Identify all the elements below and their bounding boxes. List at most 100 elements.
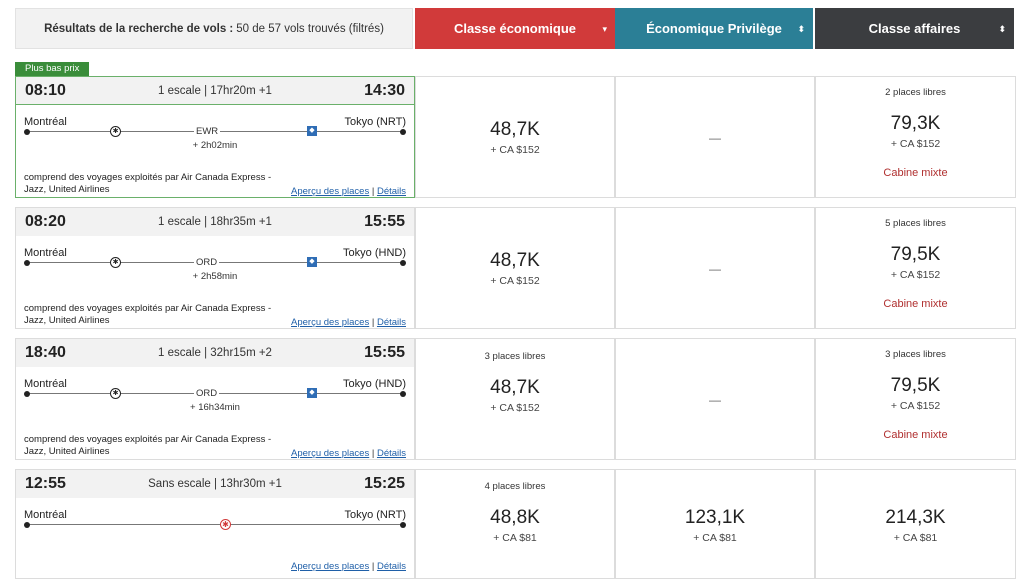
- fare-points: 214,3K: [885, 507, 946, 528]
- operated-by-text: comprend des voyages exploités par Air C…: [24, 172, 272, 195]
- flight-links: Aperçu des places | Détails: [291, 448, 406, 459]
- seat-preview-link[interactable]: Aperçu des places: [291, 561, 370, 572]
- lowest-price-badge: Plus bas prix: [15, 62, 90, 76]
- business-fare-cell[interactable]: 2 places libres 79,3K + CA $152 Cabine m…: [815, 76, 1016, 198]
- layover-duration: + 2h58min: [192, 271, 238, 282]
- premium-economy-fare-cell: —: [615, 76, 815, 198]
- united-airlines-icon: ◆: [307, 257, 317, 267]
- results-header: Résultats de la recherche de vols : 50 d…: [0, 8, 1024, 49]
- business-fare-cell[interactable]: 3 places libres 79,5K + CA $152 Cabine m…: [815, 338, 1016, 460]
- departure-time: 08:10: [25, 82, 66, 99]
- flight-times-bar: 18:40 1 escale | 32hr15m +2 15:55: [16, 339, 414, 367]
- layover-duration: + 16h34min: [190, 402, 240, 413]
- flight-row: 08:10 1 escale | 17hr20m +1 14:30 Montré…: [15, 76, 1016, 198]
- fare-taxes: + CA $81: [493, 532, 537, 544]
- fare-taxes: + CA $152: [490, 402, 540, 414]
- seats-available: 4 places libres: [484, 481, 546, 492]
- link-separator: |: [371, 186, 375, 197]
- seat-preview-link[interactable]: Aperçu des places: [291, 448, 370, 459]
- flight-row: 08:20 1 escale | 18hr35m +1 15:55 Montré…: [15, 207, 1016, 329]
- link-separator: |: [371, 317, 375, 328]
- flight-times-bar: 08:10 1 escale | 17hr20m +1 14:30: [16, 77, 414, 105]
- details-link[interactable]: Détails: [376, 448, 406, 459]
- destination-dot: [400, 522, 406, 528]
- premium-economy-sort-button[interactable]: Économique Privilège ⬍: [615, 8, 813, 49]
- stops-duration: Sans escale | 13hr30m +1: [148, 478, 282, 490]
- economy-fare-cell[interactable]: 3 places libres 48,7K + CA $152: [415, 338, 615, 460]
- economy-class-label: Classe économique: [453, 21, 577, 36]
- stops-duration: 1 escale | 17hr20m +1: [158, 85, 272, 97]
- fare-points: 48,8K: [490, 507, 540, 528]
- arrival-time: 14:30: [364, 82, 405, 99]
- flight-summary[interactable]: 18:40 1 escale | 32hr15m +2 15:55 Montré…: [15, 338, 415, 460]
- united-airlines-icon: ◆: [307, 388, 317, 398]
- air-canada-icon: ✱: [110, 257, 121, 268]
- fare-taxes: + CA $152: [490, 275, 540, 287]
- not-available: —: [709, 131, 721, 145]
- details-link[interactable]: Détails: [376, 561, 406, 572]
- route-timeline: ✱: [24, 518, 406, 532]
- origin-dot: [24, 129, 30, 135]
- seats-available: 5 places libres: [885, 218, 946, 229]
- seat-preview-link[interactable]: Aperçu des places: [291, 186, 370, 197]
- seat-preview-link[interactable]: Aperçu des places: [291, 317, 370, 328]
- flight-summary[interactable]: 08:20 1 escale | 18hr35m +1 15:55 Montré…: [15, 207, 415, 329]
- economy-fare-cell[interactable]: 48,7K + CA $152: [415, 207, 615, 329]
- economy-class-sort-button[interactable]: Classe économique ▾: [415, 8, 615, 49]
- operated-by-text: comprend des voyages exploités par Air C…: [24, 434, 272, 457]
- destination-dot: [400, 129, 406, 135]
- fare-points: 123,1K: [684, 507, 746, 528]
- fare-points: 79,5K: [890, 244, 941, 265]
- fare-points: 48,7K: [490, 250, 540, 271]
- route-timeline: ✱ ORD ◆: [24, 256, 406, 270]
- origin-city: Montréal: [24, 378, 67, 390]
- operated-by-text: comprend des voyages exploités par Air C…: [24, 303, 272, 326]
- route-timeline: ✱ EWR ◆: [24, 125, 406, 139]
- fare-taxes: + CA $152: [890, 269, 941, 281]
- fare-points: 48,7K: [490, 119, 540, 140]
- fare-points: 48,7K: [490, 377, 540, 398]
- arrival-time: 15:55: [364, 344, 405, 361]
- results-summary: Résultats de la recherche de vols : 50 d…: [15, 8, 413, 49]
- departure-time: 08:20: [25, 213, 66, 230]
- connection-airport: ORD: [194, 387, 220, 400]
- seats-available: 2 places libres: [885, 87, 946, 98]
- air-canada-icon: ✱: [110, 388, 121, 399]
- origin-dot: [24, 391, 30, 397]
- premium-economy-fare-cell[interactable]: 123,1K + CA $81: [615, 469, 815, 579]
- arrival-time: 15:55: [364, 213, 405, 230]
- details-link[interactable]: Détails: [376, 186, 406, 197]
- business-fare-cell[interactable]: 214,3K + CA $81: [815, 469, 1016, 579]
- origin-city: Montréal: [24, 116, 67, 128]
- route-line: [27, 524, 403, 525]
- mixed-cabin-label: Cabine mixte: [883, 167, 948, 179]
- not-available: —: [709, 262, 721, 276]
- sort-down-icon: ▾: [602, 23, 607, 34]
- origin-city: Montréal: [24, 509, 67, 521]
- not-available: —: [709, 393, 721, 407]
- flight-times-bar: 08:20 1 escale | 18hr35m +1 15:55: [16, 208, 414, 236]
- details-link[interactable]: Détails: [376, 317, 406, 328]
- air-canada-icon: ✱: [110, 126, 121, 137]
- premium-economy-fare-cell: —: [615, 338, 815, 460]
- flight-summary[interactable]: 08:10 1 escale | 17hr20m +1 14:30 Montré…: [15, 76, 415, 198]
- business-class-label: Classe affaires: [868, 21, 961, 36]
- departure-time: 12:55: [25, 475, 66, 492]
- fare-taxes: + CA $152: [890, 138, 941, 150]
- flight-row: 18:40 1 escale | 32hr15m +2 15:55 Montré…: [15, 338, 1016, 460]
- seats-available: 3 places libres: [885, 349, 946, 360]
- origin-dot: [24, 260, 30, 266]
- fare-points: 79,5K: [890, 375, 941, 396]
- business-fare-cell[interactable]: 5 places libres 79,5K + CA $152 Cabine m…: [815, 207, 1016, 329]
- origin-dot: [24, 522, 30, 528]
- link-separator: |: [371, 561, 375, 572]
- sort-icon: ⬍: [797, 23, 805, 34]
- link-separator: |: [371, 448, 375, 459]
- economy-fare-cell[interactable]: 48,7K + CA $152: [415, 76, 615, 198]
- connection-airport: EWR: [194, 125, 221, 138]
- business-class-sort-button[interactable]: Classe affaires ⬍: [815, 8, 1014, 49]
- premium-economy-label: Économique Privilège: [646, 21, 782, 36]
- air-canada-maple-icon: ✱: [220, 519, 231, 530]
- flight-summary[interactable]: 12:55 Sans escale | 13hr30m +1 15:25 Mon…: [15, 469, 415, 579]
- economy-fare-cell[interactable]: 4 places libres 48,8K + CA $81: [415, 469, 615, 579]
